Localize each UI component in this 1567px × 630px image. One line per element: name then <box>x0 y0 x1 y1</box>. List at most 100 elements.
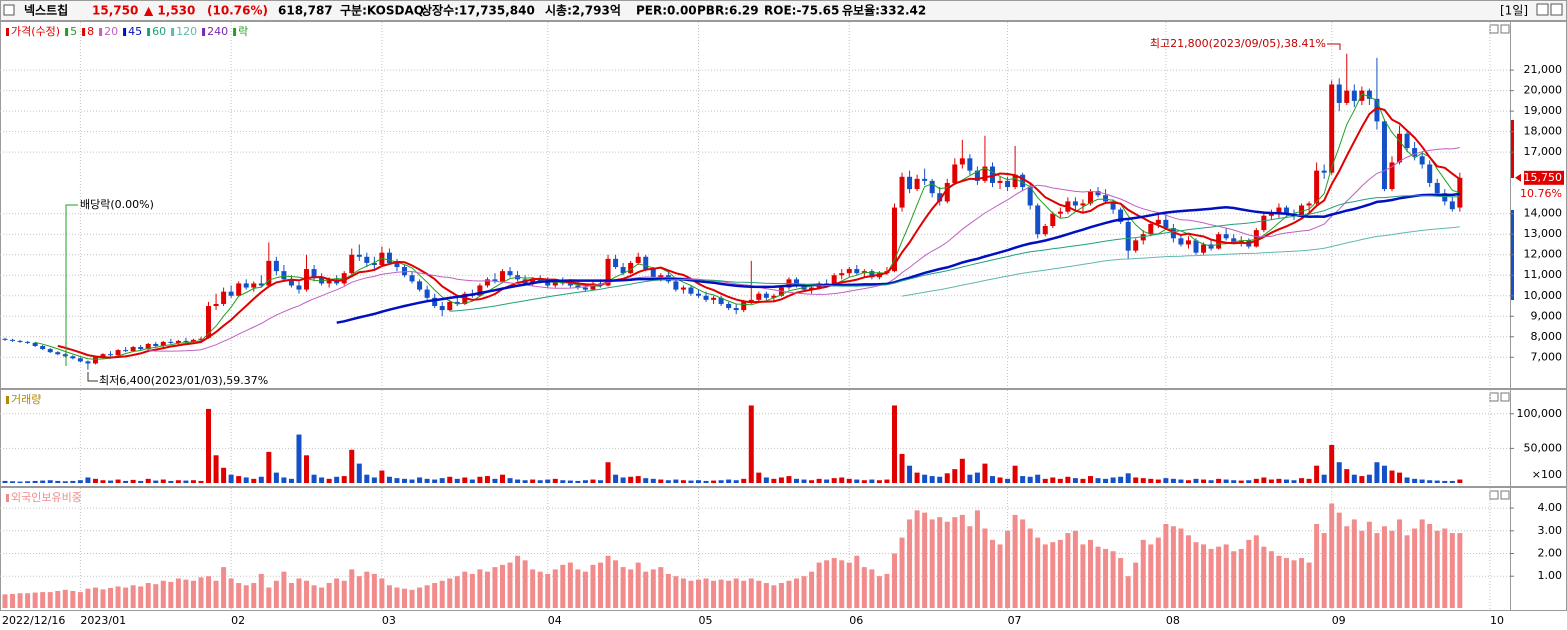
bar <box>1268 551 1274 608</box>
bar <box>1072 478 1078 483</box>
bar <box>1427 480 1433 483</box>
bar <box>70 480 76 483</box>
bar <box>371 477 377 483</box>
bar <box>115 586 121 608</box>
x-tick-label: 07 <box>1008 614 1022 627</box>
candle-body <box>1148 223 1154 235</box>
panel-button[interactable] <box>1489 490 1499 500</box>
legend-marker <box>202 28 206 36</box>
bar <box>560 564 566 608</box>
bar <box>899 453 905 483</box>
bar <box>778 583 784 608</box>
bar <box>688 580 694 608</box>
close-button[interactable] <box>1550 3 1563 16</box>
bar <box>1389 530 1395 608</box>
bar <box>522 560 528 608</box>
candle-body <box>484 279 490 286</box>
candle-body <box>658 275 664 278</box>
bar <box>582 480 588 483</box>
legend-label: 8 <box>87 25 94 38</box>
bar <box>1005 478 1011 483</box>
volume: 618,787 <box>278 4 333 18</box>
moving-average <box>57 106 1461 359</box>
y-tick-label: 10,000 <box>1524 289 1563 302</box>
bar <box>386 585 392 608</box>
candle-body <box>145 343 151 350</box>
panel-button[interactable] <box>1489 392 1499 402</box>
bar <box>190 480 196 483</box>
panel-marker <box>6 396 9 404</box>
bar <box>507 478 513 483</box>
bar <box>507 562 513 608</box>
bar <box>1276 478 1282 483</box>
bar <box>1223 544 1229 608</box>
candle-body <box>1020 174 1026 188</box>
bar <box>1427 523 1433 608</box>
window-button[interactable] <box>1536 3 1549 16</box>
bar <box>763 477 769 483</box>
checkbox[interactable] <box>3 4 15 16</box>
bar <box>922 474 928 483</box>
bar <box>982 528 988 608</box>
bar <box>432 479 438 483</box>
bar <box>1140 539 1146 608</box>
bar <box>221 567 227 608</box>
candle-body <box>1344 90 1350 103</box>
candle-body <box>1080 203 1086 206</box>
candle-body <box>1299 205 1305 216</box>
bar <box>997 477 1003 483</box>
bar <box>1344 526 1350 608</box>
bar <box>1442 480 1448 483</box>
bar <box>183 480 189 483</box>
bar <box>424 478 430 483</box>
bar <box>959 458 965 483</box>
x-tick-label: 03 <box>382 614 396 627</box>
bar <box>1163 523 1169 608</box>
bar <box>1374 462 1380 483</box>
candle-body <box>1412 148 1418 157</box>
bar <box>876 576 882 608</box>
candle-body <box>251 283 257 288</box>
candle-body <box>997 180 1003 183</box>
bar <box>1291 560 1297 608</box>
panel-button[interactable] <box>1489 24 1499 34</box>
bar <box>17 593 23 608</box>
bar <box>1193 542 1199 608</box>
candle-body <box>1351 90 1357 101</box>
bar <box>696 480 702 483</box>
panel-button[interactable] <box>1500 392 1510 402</box>
bar <box>1306 562 1312 608</box>
bar <box>929 519 935 608</box>
bar <box>138 586 144 608</box>
bar <box>469 573 475 608</box>
panel-button[interactable] <box>1500 490 1510 500</box>
legend-label: 120 <box>176 25 197 38</box>
bar <box>590 564 596 608</box>
market: 구분:KOSDAQ <box>340 4 424 18</box>
candle-body <box>1185 240 1191 245</box>
bar <box>1366 474 1372 483</box>
bar <box>371 573 377 608</box>
candle-body <box>17 340 23 342</box>
candle-body <box>793 279 799 286</box>
y-tick-label: 4.00 <box>1538 501 1563 514</box>
bar <box>1389 470 1395 483</box>
x-tick-label: 05 <box>699 614 713 627</box>
candle-body <box>1253 230 1259 247</box>
bar <box>1434 530 1440 608</box>
candle-body <box>891 207 897 272</box>
bar <box>726 479 732 483</box>
bar <box>296 578 302 608</box>
candle-body <box>1336 84 1342 103</box>
x-tick-label: 2023/01 <box>80 614 126 627</box>
bar <box>288 478 294 483</box>
candle-body <box>206 306 212 338</box>
bar <box>959 514 965 608</box>
bar <box>492 478 498 483</box>
period-button[interactable]: [1일] <box>1500 4 1528 18</box>
bar <box>1035 537 1041 608</box>
candle-body <box>1381 121 1387 190</box>
candle-body <box>1389 162 1395 190</box>
bar <box>1042 544 1048 608</box>
panel-button[interactable] <box>1500 24 1510 34</box>
